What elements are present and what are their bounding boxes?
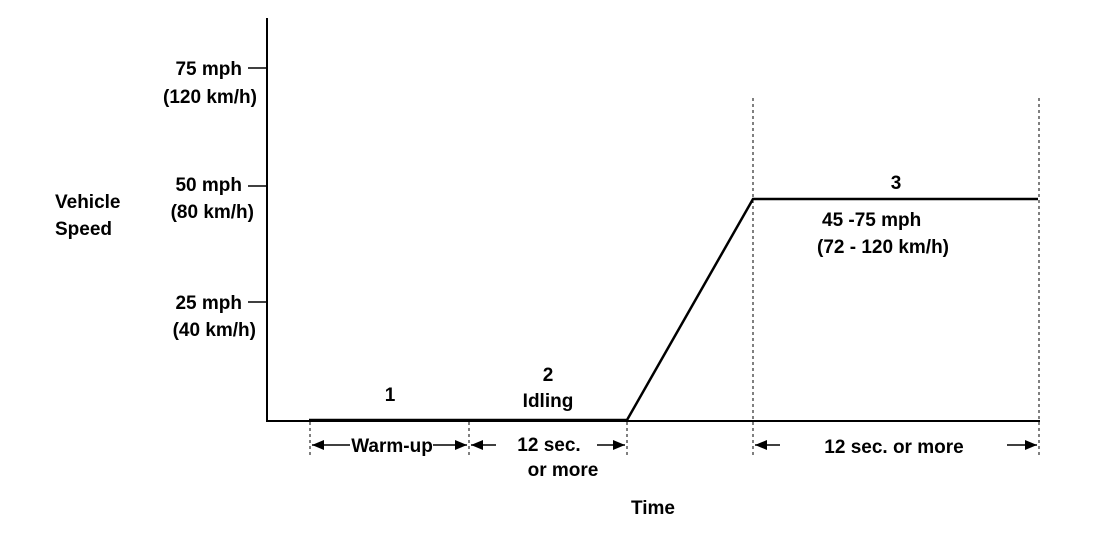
x-axis-label: Time [631, 498, 675, 519]
cruise-arrow-right-icon [1025, 440, 1037, 450]
phase-3-speed-range-kmh: (72 - 120 km/h) [817, 237, 949, 258]
idle-arrow-right-icon [613, 440, 625, 450]
phase-2-name: Idling [523, 391, 574, 412]
warmup-arrow-right-icon [455, 440, 467, 450]
y-axis-label-line-1: Vehicle [55, 192, 121, 213]
speed-profile-line [309, 197, 1038, 422]
phase-3-speed-range-mph: 45 -75 mph [822, 210, 921, 231]
idle-duration-line-2: or more [528, 460, 599, 481]
y-tick-75-mph-label: 75 mph [175, 59, 242, 80]
idle-duration-line-1: 12 sec. [517, 435, 580, 456]
idle-arrow-left-icon [471, 440, 483, 450]
y-tick-25-mph-label: 25 mph [175, 293, 242, 314]
y-tick-75-kmh-label: (120 km/h) [163, 87, 257, 108]
warmup-duration-label: Warm-up [351, 436, 433, 457]
y-tick-50-mph-label: 50 mph [175, 175, 242, 196]
phase-1-number: 1 [385, 385, 396, 406]
y-tick-50-kmh-label: (80 km/h) [171, 202, 254, 223]
y-axis-label-line-2: Speed [55, 219, 112, 240]
phase-3-number: 3 [891, 173, 902, 194]
phase-2-number: 2 [543, 365, 554, 386]
warmup-arrow-left-icon [312, 440, 324, 450]
cruise-arrow-left-icon [755, 440, 767, 450]
cruise-duration-label: 12 sec. or more [824, 437, 963, 458]
y-tick-25-kmh-label: (40 km/h) [173, 320, 256, 341]
